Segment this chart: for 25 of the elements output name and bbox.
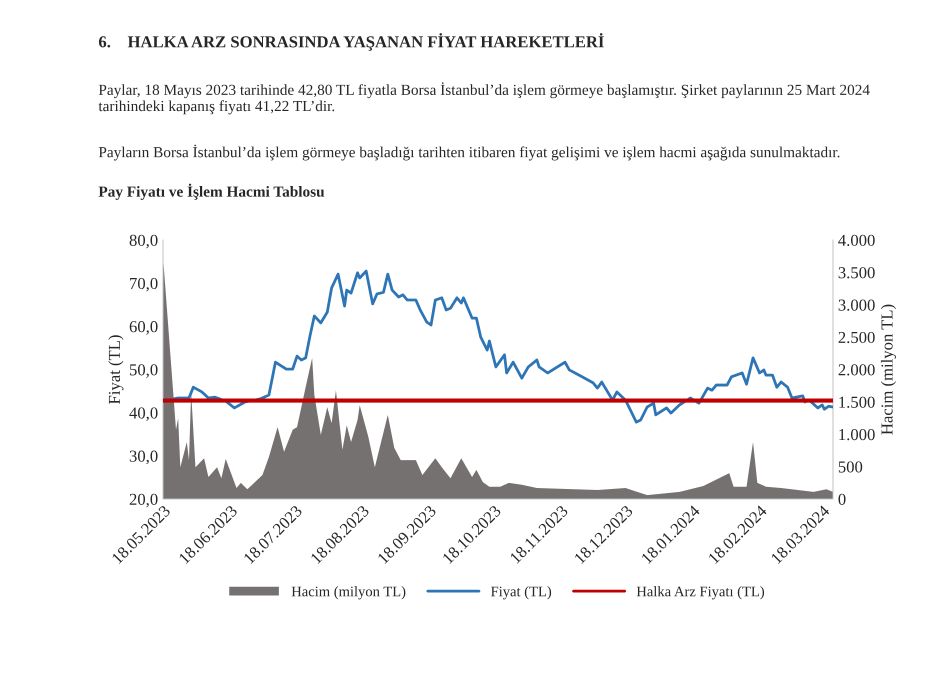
y2-axis-title: Hacim (milyon TL) (880, 304, 896, 435)
y2-tick-label: 2.500 (838, 332, 875, 344)
chart-title: Pay Fiyatı ve İşlem Hacmi Tablosu (98, 184, 324, 200)
legend-label: Hacim (milyon TL) (292, 586, 406, 600)
y-tick-label: 30,0 (130, 450, 158, 464)
y2-tick-label: 0 (838, 494, 846, 505)
text: Payların Borsa İstanbul’da işlem görmeye başladığı tarihten itibaren fiyat gelişimi ve işlem hacmi aşağıda sunulmaktadır. (98, 144, 840, 160)
y2-tick-label: 2.000 (838, 364, 875, 376)
y2-tick-label: 4.000 (838, 234, 875, 246)
y2-tick-label: 1.000 (839, 428, 875, 440)
y2-tick-label: 3.000 (838, 299, 875, 311)
y-tick-label: 40,0 (129, 407, 158, 422)
y-tick-label: 60,0 (130, 321, 158, 335)
y-tick-label: 80,0 (130, 234, 158, 248)
y-tick-label: 50,0 (130, 364, 158, 378)
legend-label: Fiyat (TL) (491, 586, 552, 600)
y-tick-label: 70,0 (130, 278, 158, 292)
legend-label: Halka Arz Fiyatı (TL) (636, 586, 764, 600)
y2-tick-label: 500 (838, 461, 862, 473)
y-axis-title: Fiyat (TL) (108, 335, 124, 404)
y-tick-label: 20,0 (130, 494, 158, 508)
text: 6. HALKA ARZ SONRASINDA YAŞANAN FİYAT HAREKETLERİ (98, 33, 604, 51)
y2-tick-label: 1.500 (839, 396, 875, 408)
text: Paylar, 18 Mayıs 2023 tarihinde 42,80 TL fiyatla Borsa İstanbul’da işlem görmeye başlamıştır. Şirket paylarının 25 Mart 2024 tarihindeki kapanış fiyatı 41,22 TL’dir. (98, 82, 870, 114)
y2-tick-label: 3.500 (838, 267, 875, 278)
